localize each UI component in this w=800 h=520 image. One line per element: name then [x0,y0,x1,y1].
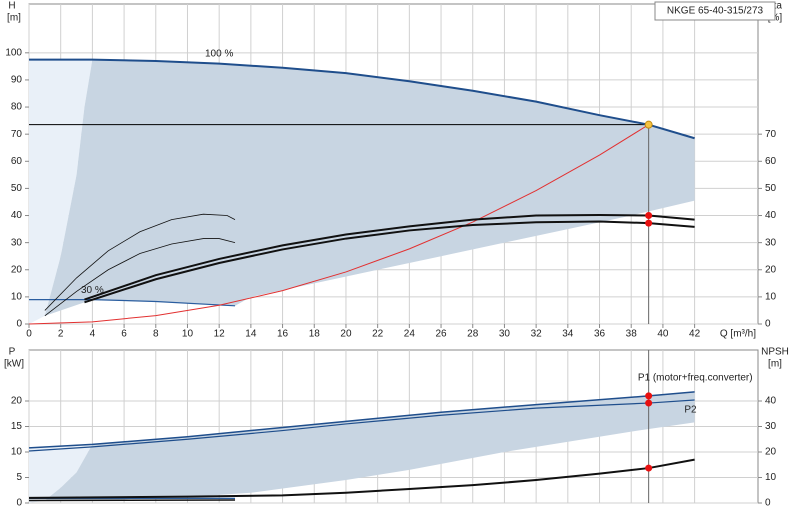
curve [44,238,236,317]
y2-tick-label: 0 [765,498,771,509]
model-name: NKGE 65-40-315/273 [667,6,764,17]
duty-point [645,212,653,220]
y-tick-label: 20 [11,264,23,275]
x-tick-label: 10 [182,329,194,340]
curve [28,458,695,499]
y2-tick-label: 10 [765,472,777,483]
y-tick-label: 20 [11,396,23,407]
x-tick-label: 38 [626,329,638,340]
y2-tick-label: 40 [765,396,777,407]
curve [28,399,695,452]
x-tick-label: 20 [340,329,352,340]
x-tick-label: 16 [277,329,289,340]
curve-label: 100 % [205,48,233,59]
x-tick-label: 26 [435,329,447,340]
y-tick-label: 60 [11,156,23,167]
y-tick-label: 10 [11,447,23,458]
x-tick-label: 28 [467,329,479,340]
y2-tick-label: 20 [765,264,777,275]
x-tick-label: 32 [531,329,543,340]
curve [29,58,695,140]
y-tick-label: 70 [11,129,23,140]
curve [28,499,236,502]
y2-tick-label: 50 [765,183,777,194]
duty-point [645,399,653,407]
y2-tick-label: 30 [765,421,777,432]
y-tick-label: 0 [16,498,22,509]
curve [28,391,695,449]
x-tick-label: 14 [245,329,257,340]
x-tick-label: 8 [153,329,159,340]
y-tick-label: 50 [11,183,23,194]
y-axis-label: H [8,1,15,12]
x-tick-label: 12 [214,329,226,340]
y2-axis-label: NPSH [761,347,789,358]
y2-tick-label: 30 [765,237,777,248]
curve [28,124,649,325]
y2-tick-label: 0 [765,319,771,330]
y-tick-label: 90 [11,75,23,86]
y2-tick-label: 60 [765,156,777,167]
curve [84,220,695,304]
x-tick-label: 4 [90,329,96,340]
y-tick-label: 0 [16,319,22,330]
y-tick-label: 10 [11,292,23,303]
curve [29,298,236,307]
x-tick-label: 36 [594,329,606,340]
curve-label: P2 [684,405,697,416]
x-tick-label: 42 [689,329,701,340]
y-tick-label: 15 [11,421,23,432]
x-axis-label: Q [m³/h] [720,329,756,340]
duty-point [645,464,653,472]
curve-label: 30 % [81,285,104,296]
curve [84,213,695,301]
operating-range [29,444,93,503]
y-tick-label: 80 [11,102,23,113]
curve-label: P1 (motor+freq.converter) [638,372,753,383]
operating-range [29,59,93,324]
y-tick-label: 40 [11,210,23,221]
x-tick-label: 30 [499,329,511,340]
y-axis-unit: [m] [7,13,21,24]
x-tick-label: 18 [309,329,321,340]
y2-tick-label: 40 [765,210,777,221]
y-tick-label: 30 [11,237,23,248]
y-axis-unit: [kW] [4,359,24,370]
x-tick-label: 22 [372,329,384,340]
y-axis-label: P [9,347,16,358]
curve [44,213,236,311]
x-tick-label: 0 [26,329,32,340]
y2-tick-label: 10 [765,292,777,303]
operating-range [44,59,695,316]
y2-tick-label: 70 [765,129,777,140]
duty-point [645,219,653,227]
y-tick-label: 100 [5,47,22,58]
x-tick-label: 24 [404,329,416,340]
x-tick-label: 40 [657,329,669,340]
model-box [654,1,776,21]
y-tick-label: 5 [16,472,22,483]
y2-axis-unit: [m] [768,359,782,370]
y2-tick-label: 20 [765,447,777,458]
duty-point [645,392,653,400]
x-tick-label: 2 [58,329,64,340]
x-tick-label: 6 [121,329,127,340]
duty-point [644,120,653,129]
operating-range [44,391,695,501]
x-tick-label: 34 [562,329,574,340]
